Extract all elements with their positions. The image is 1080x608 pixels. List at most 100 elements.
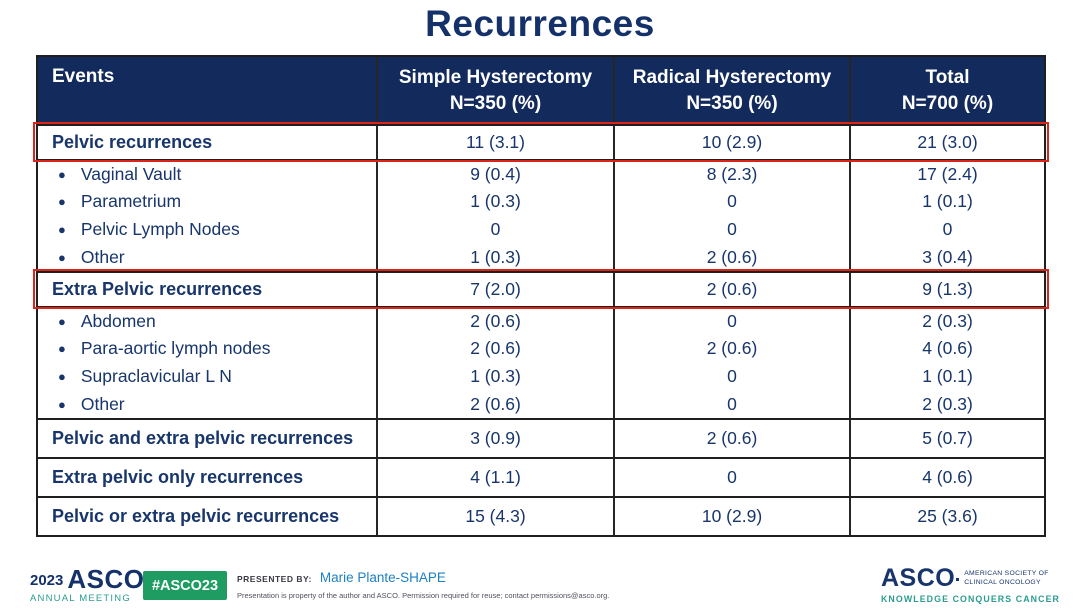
cell-radical: 0 <box>615 362 851 390</box>
asco-annual-meeting-logo: 2023 ASCO ANNUAL MEETING <box>30 564 150 605</box>
row-label: Vaginal Vault <box>80 163 182 184</box>
table-row-abdomen: ● Abdomen 2 (0.6) 0 2 (0.3) <box>38 306 1044 334</box>
table-row-parametrium: ● Parametrium 1 (0.3) 0 1 (0.1) <box>38 187 1044 215</box>
trademark-icon <box>956 578 960 581</box>
presenter-name: Marie Plante-SHAPE <box>319 570 446 585</box>
row-label: Supraclavicular L N <box>80 365 232 386</box>
column-header-line1: Simple Hysterectomy <box>398 66 593 88</box>
table-row-pelvic-recurrences: Pelvic recurrences 11 (3.1) 10 (2.9) 21 … <box>33 122 1049 162</box>
column-header-line2: N=700 (%) <box>901 92 994 114</box>
cell-total: 17 (2.4) <box>917 163 978 184</box>
bullet-icon: ● <box>58 166 66 182</box>
table-row-other-pelvic: ● Other 1 (0.3) 2 (0.6) 3 (0.4) <box>38 243 1044 271</box>
cell-total: 4 (0.6) <box>922 337 973 358</box>
table-header-row: Events Simple Hysterectomy N=350 (%) Rad… <box>38 57 1044 124</box>
annual-meeting-label: ANNUAL MEETING <box>30 593 131 605</box>
cell-radical: 10 (2.9) <box>615 498 851 535</box>
table-row-other-extra-pelvic: ● Other 2 (0.6) 0 2 (0.3) <box>38 390 1044 418</box>
cell-simple: 7 (2.0) <box>378 273 615 306</box>
cell-radical: 0 <box>615 459 851 496</box>
cell-radical: 0 <box>615 187 851 215</box>
column-header-line1: Total <box>925 66 970 88</box>
bullet-icon: ● <box>58 396 66 412</box>
row-label: Pelvic or extra pelvic recurrences <box>38 498 378 535</box>
row-label: Extra pelvic only recurrences <box>38 459 378 496</box>
cell-total: 2 (0.3) <box>922 310 973 331</box>
cell-radical: 0 <box>615 215 851 243</box>
row-label: Pelvic and extra pelvic recurrences <box>38 420 378 457</box>
bullet-icon: ● <box>58 193 66 209</box>
asco-wordmark: ASCO <box>880 564 956 592</box>
table-row-vaginal-vault: ● Vaginal Vault 9 (0.4) 8 (2.3) 17 (2.4) <box>38 159 1044 187</box>
row-label: Para-aortic lymph nodes <box>80 337 271 358</box>
bullet-icon: ● <box>58 249 66 265</box>
row-label: Abdomen <box>80 310 156 331</box>
row-label: Pelvic Lymph Nodes <box>80 218 240 239</box>
cell-simple: 3 (0.9) <box>378 420 615 457</box>
cell-simple: 0 <box>378 215 615 243</box>
asco-tagline: KNOWLEDGE CONQUERS CANCER <box>880 594 1060 604</box>
disclaimer-text: Presentation is property of the author a… <box>237 591 610 600</box>
table-row-supraclavicular-ln: ● Supraclavicular L N 1 (0.3) 0 1 (0.1) <box>38 362 1044 390</box>
column-header-total: Total N=700 (%) <box>851 57 1044 124</box>
cell-total: 21 (3.0) <box>917 132 978 152</box>
column-header-line2: N=350 (%) <box>686 92 778 114</box>
table-row-extra-pelvic-only: Extra pelvic only recurrences 4 (1.1) 0 … <box>38 457 1044 496</box>
cell-total: 0 <box>942 218 953 239</box>
table-row-pelvic-and-extra-pelvic: Pelvic and extra pelvic recurrences 3 (0… <box>38 418 1044 457</box>
cell-radical: 2 (0.6) <box>615 243 851 271</box>
cell-total: 1 (0.1) <box>922 365 973 386</box>
meeting-year: 2023 <box>30 572 64 590</box>
asco-wordmark: ASCO <box>67 564 145 594</box>
bullet-icon: ● <box>58 313 66 329</box>
cell-radical: 0 <box>615 390 851 418</box>
column-header-line1: Radical Hysterectomy <box>632 66 832 88</box>
cell-total: 3 (0.4) <box>922 246 973 267</box>
cell-simple: 15 (4.3) <box>378 498 615 535</box>
bullet-icon: ● <box>58 221 66 237</box>
row-label: Pelvic recurrences <box>38 126 378 159</box>
presented-by-label: PRESENTED BY: <box>237 574 312 584</box>
cell-radical: 2 (0.6) <box>615 420 851 457</box>
cell-simple: 4 (1.1) <box>378 459 615 496</box>
column-header-line2: N=350 (%) <box>449 92 542 114</box>
cell-total: 25 (3.6) <box>917 506 978 526</box>
table-row-para-aortic-lymph-nodes: ● Para-aortic lymph nodes 2 (0.6) 2 (0.6)… <box>38 334 1044 362</box>
cell-total: 5 (0.7) <box>922 428 973 448</box>
table-row-pelvic-lymph-nodes: ● Pelvic Lymph Nodes 0 0 0 <box>38 215 1044 243</box>
column-header-events: Events <box>38 57 378 124</box>
cell-simple: 1 (0.3) <box>378 187 615 215</box>
cell-total: 1 (0.1) <box>922 190 973 211</box>
table-row-extra-pelvic-recurrences: Extra Pelvic recurrences 7 (2.0) 2 (0.6)… <box>33 269 1049 309</box>
table-row-pelvic-or-extra-pelvic: Pelvic or extra pelvic recurrences 15 (4… <box>38 496 1044 535</box>
page-title: Recurrences <box>425 3 655 44</box>
hashtag-badge: #ASCO23 <box>143 571 227 600</box>
society-name: AMERICAN SOCIETY OF CLINICAL ONCOLOGY <box>964 569 1049 586</box>
cell-total: 4 (0.6) <box>922 467 973 487</box>
cell-simple: 1 (0.3) <box>378 243 615 271</box>
slide-footer: 2023 ASCO ANNUAL MEETING #ASCO23 PRESENT… <box>0 560 1080 608</box>
cell-radical: 10 (2.9) <box>615 126 851 159</box>
cell-simple: 2 (0.6) <box>378 334 615 362</box>
cell-total: 2 (0.3) <box>922 393 973 414</box>
bullet-icon: ● <box>58 368 66 384</box>
cell-radical: 8 (2.3) <box>615 161 851 187</box>
asco-society-logo: ASCO AMERICAN SOCIETY OF CLINICAL ONCOLO… <box>880 564 1060 605</box>
cell-simple: 1 (0.3) <box>378 362 615 390</box>
cell-radical: 0 <box>615 308 851 334</box>
row-label: Other <box>80 393 125 414</box>
cell-total: 9 (1.3) <box>922 279 973 299</box>
row-label: Extra Pelvic recurrences <box>38 273 378 306</box>
column-header-simple-hysterectomy: Simple Hysterectomy N=350 (%) <box>378 57 615 124</box>
cell-simple: 9 (0.4) <box>378 161 615 187</box>
bullet-icon: ● <box>58 340 66 356</box>
row-label: Parametrium <box>80 190 182 211</box>
cell-simple: 11 (3.1) <box>378 126 615 159</box>
column-header-radical-hysterectomy: Radical Hysterectomy N=350 (%) <box>615 57 851 124</box>
cell-simple: 2 (0.6) <box>378 390 615 418</box>
recurrences-table: Events Simple Hysterectomy N=350 (%) Rad… <box>33 55 1049 537</box>
presented-by-block: PRESENTED BY: Marie Plante-SHAPE Present… <box>237 570 609 600</box>
cell-radical: 2 (0.6) <box>615 273 851 306</box>
cell-simple: 2 (0.6) <box>378 308 615 334</box>
